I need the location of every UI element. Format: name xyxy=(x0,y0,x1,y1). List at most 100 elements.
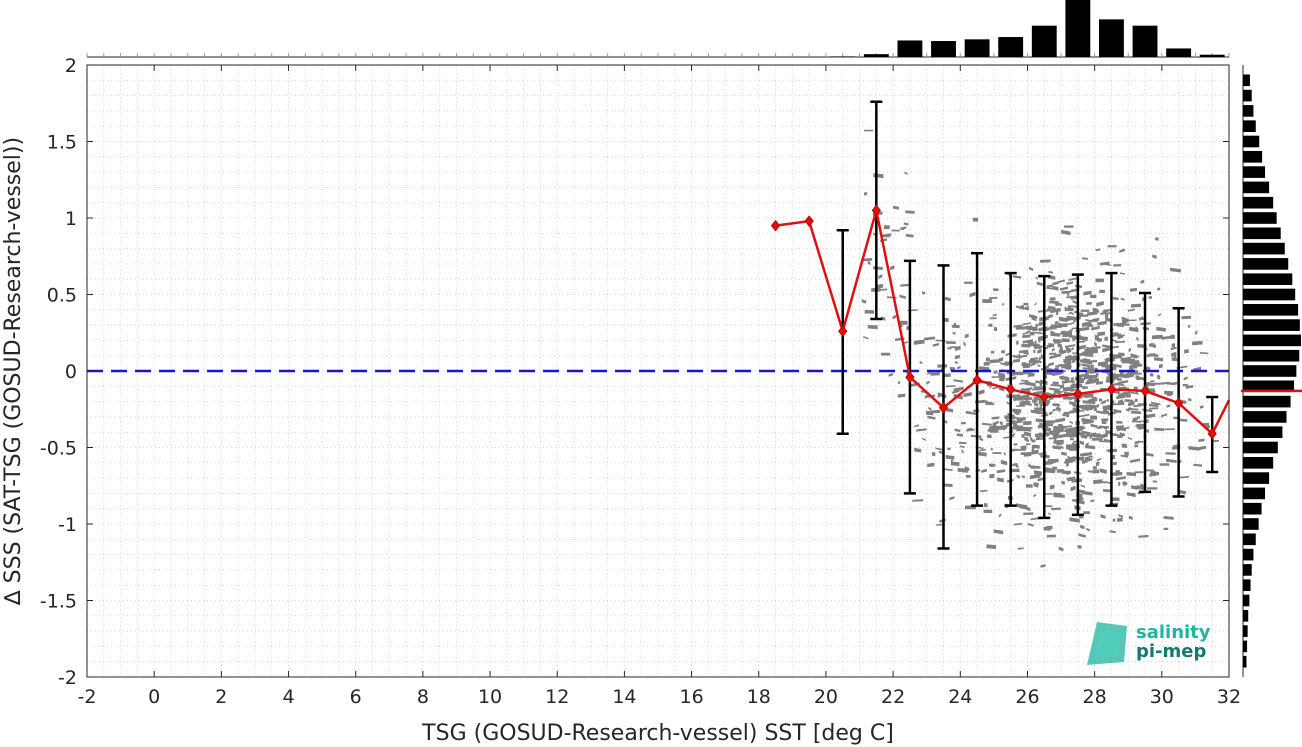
right-hist-bar xyxy=(1243,502,1262,515)
y-tick-label: -0.5 xyxy=(40,438,77,460)
top-hist-bar xyxy=(1099,19,1124,58)
right-hist-bar xyxy=(1243,303,1299,316)
right-hist-bar xyxy=(1243,395,1291,408)
right-hist-bar xyxy=(1243,242,1285,255)
x-tick-label: 26 xyxy=(1015,686,1039,708)
logo-text-pimep: pi-mep xyxy=(1136,641,1206,662)
y-tick-label: -1.5 xyxy=(40,591,77,613)
right-hist-bar xyxy=(1243,655,1247,668)
right-hist-bar xyxy=(1243,456,1274,469)
right-hist-bar xyxy=(1243,212,1277,224)
y-axis: 2 1.5 1 0.5 0 -0.5 -1 -1.5 -2 xyxy=(40,55,1229,689)
series-marker xyxy=(972,374,982,386)
series-marker xyxy=(1173,397,1184,409)
right-hist-bar xyxy=(1243,181,1270,194)
right-hist-bar xyxy=(1243,518,1259,530)
x-tick-label: 32 xyxy=(1217,686,1241,708)
y-tick-label: 0 xyxy=(65,361,77,383)
top-hist-bar xyxy=(1065,0,1091,57)
y-tick-label: -1 xyxy=(58,514,77,536)
right-hist-bar xyxy=(1243,258,1289,270)
right-hist-bar xyxy=(1243,365,1297,377)
right-hist-bar xyxy=(1243,334,1301,347)
y-tick-label: 1 xyxy=(65,208,77,230)
scatter-cloud xyxy=(861,129,1219,568)
top-hist-bar xyxy=(1199,54,1225,57)
series-marker xyxy=(938,401,949,414)
y-tick-label: 2 xyxy=(65,55,77,77)
series-marker xyxy=(838,325,848,338)
right-hist-bar xyxy=(1243,273,1293,286)
top-hist-bar xyxy=(863,54,889,57)
series-marker xyxy=(1207,427,1217,440)
series-marker xyxy=(1073,388,1083,400)
right-hist-bar xyxy=(1243,579,1251,592)
right-hist-bar xyxy=(1243,411,1287,423)
right-hist-bar xyxy=(1243,288,1296,301)
top-hist-bar xyxy=(998,37,1024,57)
mean-series xyxy=(770,204,1231,440)
top-hist-bar xyxy=(897,40,923,57)
x-axis-label: TSG (GOSUD-Research-vessel) SST [deg C] xyxy=(421,721,894,746)
logo-mark-inner-icon xyxy=(1094,630,1120,658)
x-tick-label: 30 xyxy=(1150,686,1174,708)
top-hist-bar xyxy=(1132,25,1158,57)
right-hist-bar xyxy=(1243,89,1252,102)
x-tick-label: -2 xyxy=(78,686,97,708)
series-marker xyxy=(1106,383,1117,396)
top-hist-bar xyxy=(1031,25,1057,57)
series-marker xyxy=(905,371,915,383)
right-hist-bar xyxy=(1243,533,1256,546)
x-tick-label: 16 xyxy=(679,686,703,708)
x-tick-label: 24 xyxy=(948,686,972,708)
x-tick-label: 12 xyxy=(545,686,569,708)
series-marker xyxy=(770,219,781,232)
x-tick-label: 18 xyxy=(747,686,771,708)
scatter-points xyxy=(861,129,1219,568)
y-tick-label: 1.5 xyxy=(47,132,77,154)
right-hist-bar xyxy=(1243,609,1249,622)
x-axis: -2 0 2 4 6 8 10 12 14 16 18 20 22 24 26 28 30 32 xyxy=(78,65,1241,708)
right-hist-bar xyxy=(1243,441,1278,454)
right-hist-bar xyxy=(1243,196,1274,209)
top-hist-bar xyxy=(931,41,956,57)
top-hist-bar xyxy=(964,39,990,57)
right-hist-bar xyxy=(1243,640,1248,653)
series-marker xyxy=(871,204,881,217)
right-hist-bar xyxy=(1243,380,1295,393)
x-tick-label: 20 xyxy=(814,686,838,708)
right-histogram xyxy=(1241,65,1302,677)
right-hist-bar xyxy=(1243,349,1300,362)
right-hist-bar xyxy=(1243,135,1260,148)
right-hist-bar xyxy=(1243,227,1281,240)
y-axis-label: ∆ SSS (SAT-TSG (GOSUD-Research-vessel)) xyxy=(1,137,26,606)
x-tick-label: 4 xyxy=(282,686,294,708)
x-tick-label: 8 xyxy=(417,686,429,708)
right-hist-bar xyxy=(1243,150,1263,163)
x-tick-label: 14 xyxy=(612,686,636,708)
right-hist-bar xyxy=(1243,487,1266,500)
top-hist-bar xyxy=(830,56,856,57)
right-hist-bar xyxy=(1243,319,1300,331)
plot-area xyxy=(86,64,1231,678)
y-tick-label: 0.5 xyxy=(47,285,77,307)
x-tick-label: 6 xyxy=(350,686,362,708)
top-hist-bar xyxy=(1166,48,1192,57)
right-hist-bar xyxy=(1243,548,1254,561)
x-tick-label: 10 xyxy=(478,686,502,708)
right-hist-bar xyxy=(1243,74,1250,87)
logo-text-salinity: salinity xyxy=(1136,622,1211,643)
series-marker xyxy=(804,215,814,227)
series-marker xyxy=(1006,383,1016,396)
right-hist-bar xyxy=(1243,594,1250,607)
right-hist-bar xyxy=(1243,564,1252,576)
right-hist-bar xyxy=(1243,166,1266,178)
right-hist-bar xyxy=(1243,105,1254,117)
y-tick-label: -2 xyxy=(58,667,77,689)
salinity-pi-mep-logo: salinity pi-mep xyxy=(1087,622,1211,665)
series-marker xyxy=(1140,385,1150,397)
right-hist-bar xyxy=(1243,625,1248,637)
x-tick-label: 2 xyxy=(215,686,227,708)
right-hist-bar xyxy=(1243,120,1256,133)
